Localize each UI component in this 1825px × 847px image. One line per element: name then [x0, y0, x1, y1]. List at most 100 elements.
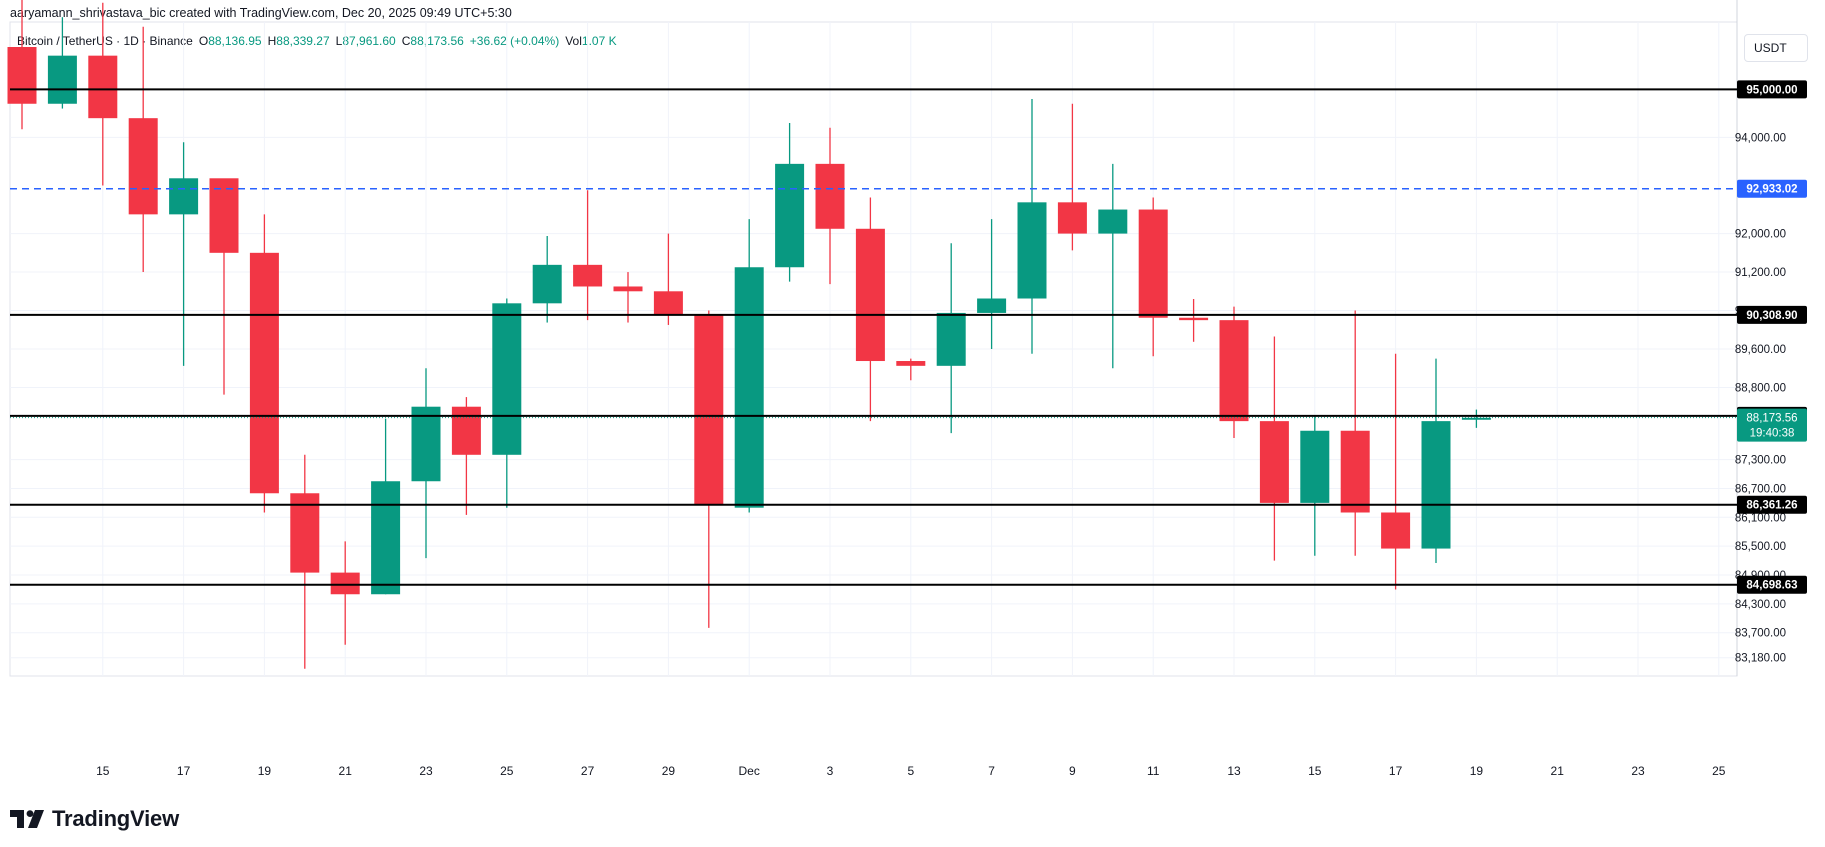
last-price-tag: [1737, 408, 1807, 442]
time-tick-label: 3: [827, 764, 834, 778]
horizontal-lines: [10, 88, 1737, 586]
open-value: 88,136.95: [208, 34, 262, 48]
candle-body: [1461, 417, 1491, 420]
candle-body: [371, 481, 401, 595]
time-tick-label: 19: [1470, 764, 1484, 778]
candle-body: [775, 163, 805, 268]
candle-body: [492, 303, 522, 455]
candle-body: [815, 163, 845, 229]
candle-body: [290, 493, 320, 573]
candle-body: [1340, 430, 1370, 513]
chart-grid: [9, 0, 1738, 677]
change-value: +36.62 (+0.04%): [469, 34, 560, 48]
candle-body: [1057, 202, 1087, 234]
candle-body: [1098, 209, 1128, 234]
time-tick-label: 23: [1631, 764, 1645, 778]
level-price-label: 90,308.90: [1746, 310, 1797, 322]
candle-body: [1421, 421, 1451, 549]
candle-body: [573, 264, 603, 287]
time-tick-label: 17: [1389, 764, 1403, 778]
tradingview-wordmark: TradingView: [52, 806, 179, 831]
time-tick-label: 25: [1712, 764, 1726, 778]
price-chart[interactable]: 94,000.0092,000.0091,200.0090,400.0089,6…: [0, 0, 1825, 800]
candle-body: [1179, 317, 1209, 321]
currency-unit-button[interactable]: USDT: [1744, 34, 1808, 62]
time-tick-label: 5: [907, 764, 914, 778]
time-tick-label: 25: [500, 764, 514, 778]
time-tick-label: 29: [662, 764, 676, 778]
candle-body: [7, 47, 37, 104]
time-tick-label: 13: [1227, 764, 1241, 778]
candle-body: [330, 572, 360, 595]
time-tick-label: 15: [96, 764, 110, 778]
price-tick-label: 91,200.00: [1735, 267, 1786, 279]
close-label: C: [401, 34, 411, 48]
candle-body: [734, 267, 764, 508]
price-tick-label: 92,000.00: [1735, 229, 1786, 241]
level-price-tag: [1737, 305, 1807, 324]
chart-credit: aaryamann_shrivastava_bic created with T…: [10, 6, 512, 20]
price-tick-label: 86,100.00: [1735, 512, 1786, 524]
symbol-legend: Bitcoin / TetherUS · 1D · Binance O88,13…: [17, 34, 617, 48]
candle-body: [694, 315, 724, 506]
bar-countdown-label: 19:40:38: [1750, 428, 1795, 440]
time-tick-label: 19: [258, 764, 272, 778]
time-tick-label: 21: [1551, 764, 1565, 778]
price-tick-label: 86,700.00: [1735, 483, 1786, 495]
candle-body: [896, 361, 926, 366]
volume-value: 1.07 K: [581, 34, 617, 48]
price-tick-label: 85,500.00: [1735, 541, 1786, 553]
candle-body: [1017, 202, 1047, 299]
candle-body: [411, 406, 441, 482]
time-tick-label: 17: [177, 764, 191, 778]
time-tick-label: Dec: [739, 764, 760, 778]
price-tick-label: 89,600.00: [1735, 344, 1786, 356]
price-tick-label: 88,800.00: [1735, 382, 1786, 394]
time-tick-label: 7: [988, 764, 995, 778]
candle-body: [128, 118, 158, 215]
time-tick-label: 11: [1147, 764, 1160, 778]
price-axis[interactable]: 94,000.0092,000.0091,200.0090,400.0089,6…: [1735, 80, 1807, 665]
level-price-label: 92,933.02: [1746, 184, 1797, 196]
tradingview-logo: TradingView: [10, 806, 179, 832]
high-label: H: [267, 34, 277, 48]
price-tick-label: 84,300.00: [1735, 599, 1786, 611]
candle-body: [169, 178, 199, 215]
price-tick-label: 94,000.00: [1735, 132, 1786, 144]
candle-body: [1381, 512, 1411, 549]
level-price-tag: [1737, 495, 1807, 514]
close-value: 88,173.56: [410, 34, 464, 48]
last-price-label: 88,173.56: [1746, 413, 1797, 425]
price-tick-label: 83,180.00: [1735, 653, 1786, 665]
time-axis[interactable]: 15 17 19 21 23 25 27 29 Dec 3 5 7 9 11 13 15 17 19 21 23 25: [96, 764, 1726, 778]
candle-body: [977, 298, 1007, 313]
volume-label: Vol: [565, 34, 582, 48]
candle-body: [1219, 320, 1249, 422]
candle-body: [532, 264, 562, 304]
candle-body: [451, 406, 481, 455]
low-label: L: [335, 34, 343, 48]
time-tick-label: 9: [1069, 764, 1076, 778]
candle-body: [1138, 209, 1168, 318]
candle-body: [88, 55, 118, 119]
level-price-label: 86,361.26: [1746, 500, 1797, 512]
level-price-tag: [1737, 575, 1807, 594]
candle-body: [613, 286, 643, 292]
high-value: 88,339.27: [276, 34, 330, 48]
level-price-label: 84,698.63: [1746, 580, 1797, 592]
candle-body: [47, 55, 77, 104]
level-price-label: 95,000.00: [1746, 84, 1797, 96]
time-tick-label: 15: [1308, 764, 1322, 778]
candle-body: [653, 291, 683, 316]
candle-body: [1300, 430, 1330, 503]
candle-series: [7, 0, 1491, 669]
candle-body: [1259, 421, 1289, 503]
time-tick-label: 23: [419, 764, 433, 778]
price-tick-label: 83,700.00: [1735, 628, 1786, 640]
candle-body: [936, 312, 966, 366]
symbol-name[interactable]: Bitcoin / TetherUS · 1D · Binance: [17, 34, 193, 48]
level-price-tag: [1737, 80, 1807, 99]
time-tick-label: 21: [339, 764, 353, 778]
level-price-tag: [1737, 179, 1807, 198]
candle-body: [209, 178, 239, 253]
